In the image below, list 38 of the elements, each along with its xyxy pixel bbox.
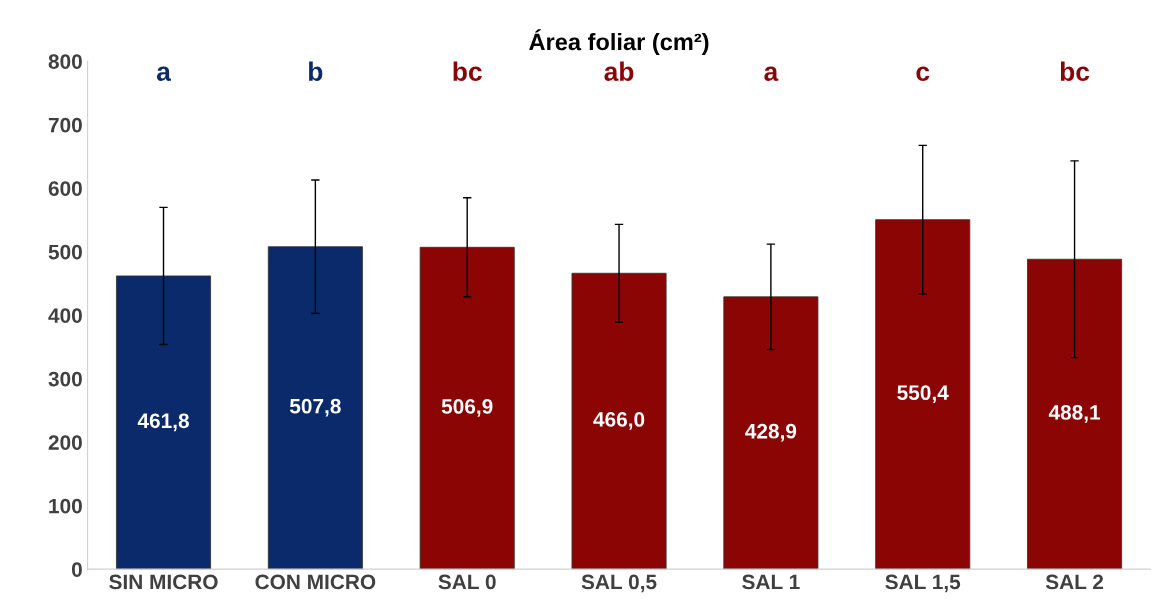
bar	[571, 272, 667, 570]
data-label: 428,9	[745, 423, 797, 442]
data-label: 466,0	[593, 412, 645, 430]
bar	[419, 246, 515, 570]
annotation: bc	[1060, 61, 1090, 81]
bar	[116, 275, 212, 570]
x-tick-label: SAL 0,5	[581, 574, 657, 593]
chart-title: Área foliar (cm²)	[529, 29, 709, 55]
annotation: ab	[604, 61, 634, 81]
data-label: 550,4	[897, 385, 949, 404]
y-tick-label: 100	[49, 498, 82, 514]
annotation: a	[156, 66, 172, 81]
data-label: 461,8	[137, 413, 189, 432]
annotation: a	[764, 66, 779, 81]
y-tick-label: 600	[48, 181, 82, 196]
x-tick-label: CON MICRO	[255, 574, 376, 590]
data-label: 506,9	[441, 399, 493, 417]
y-tick-label: 700	[48, 117, 82, 133]
bar	[723, 296, 819, 570]
x-tick-label: SAL 1,5	[885, 574, 961, 593]
data-label: 488,1	[1048, 405, 1101, 423]
bar	[267, 246, 363, 570]
bar	[875, 219, 971, 570]
x-tick-label: SAL 2	[1045, 574, 1104, 590]
y-tick-label: 300	[48, 371, 82, 387]
y-tick-label: 500	[48, 244, 82, 260]
y-tick-label: 200	[48, 435, 82, 450]
y-tick-label: 0	[71, 562, 82, 577]
annotation: c	[916, 66, 930, 81]
y-tick-label: 800	[48, 54, 82, 69]
x-tick-label: SAL 0	[438, 574, 496, 590]
annotation: b	[309, 61, 323, 81]
x-tick-label: SAL 1	[742, 574, 800, 590]
y-tick-label: 400	[48, 308, 82, 323]
annotation: bc	[453, 61, 482, 81]
data-label: 507,8	[289, 398, 341, 417]
bar	[1027, 258, 1123, 570]
x-tick-label: SIN MICRO	[109, 574, 218, 590]
